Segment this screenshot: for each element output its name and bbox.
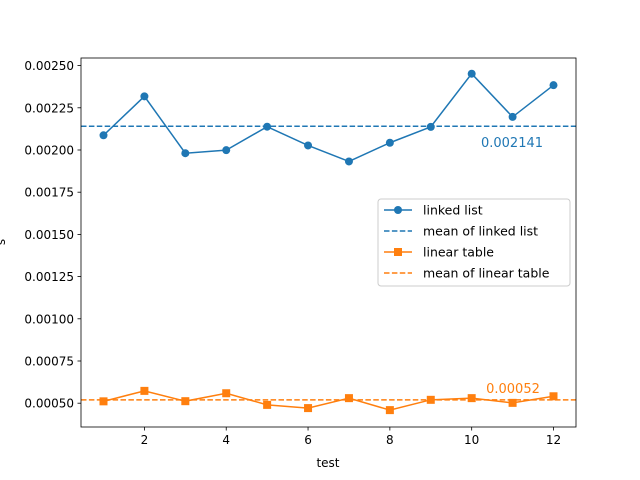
- y-tick-label: 0.00125: [24, 270, 74, 284]
- legend-label: linear table: [423, 245, 494, 260]
- legend-label: mean of linear table: [423, 266, 550, 281]
- plot-area: 0.002141 0.00052: [81, 69, 576, 415]
- data-point: [385, 138, 394, 147]
- data-point: [99, 397, 108, 406]
- data-point: [140, 386, 149, 395]
- x-tick-label: 6: [304, 433, 312, 447]
- data-point: [344, 157, 353, 166]
- legend: linked list mean of linked list linear tab…: [377, 198, 571, 287]
- data-point: [508, 398, 517, 407]
- data-point: [426, 395, 435, 404]
- axes: 2 4 6 8 10 12 0.00050 0.00075 0.00100 0.00125 0.00…: [24, 57, 577, 447]
- series-line-1: [102, 72, 554, 163]
- x-tick-label: 4: [222, 433, 230, 447]
- legend-label: mean of linked list: [423, 224, 538, 239]
- mean-annotation-1: 0.002141: [481, 136, 543, 151]
- y-tick-label: 0.00175: [24, 186, 74, 200]
- data-point: [222, 389, 231, 398]
- legend-marker: [394, 248, 402, 256]
- data-point: [304, 141, 313, 150]
- data-point: [140, 92, 149, 101]
- data-point: [467, 394, 476, 403]
- data-point: [263, 122, 272, 131]
- x-tick-label: 2: [141, 433, 149, 447]
- y-tick-label: 0.00250: [24, 59, 74, 73]
- data-point: [344, 394, 353, 403]
- x-axis-label: test: [316, 456, 339, 470]
- axes-frame: [80, 57, 577, 428]
- y-axis-label: s: [0, 239, 8, 245]
- y-tick-label: 0.00200: [24, 143, 74, 157]
- data-point: [263, 400, 272, 409]
- x-tick-label: 10: [464, 433, 479, 447]
- mean-annotation-2: 0.00052: [486, 382, 540, 397]
- data-point: [549, 392, 558, 401]
- x-tick-label: 12: [546, 433, 561, 447]
- data-point: [508, 112, 517, 121]
- data-point: [426, 122, 435, 131]
- legend-marker: [394, 206, 402, 214]
- y-tick-label: 0.00225: [24, 101, 74, 115]
- data-point: [99, 131, 108, 140]
- series-line-2: [103, 390, 554, 411]
- data-point: [181, 397, 190, 406]
- legend-label: linked list: [423, 203, 483, 218]
- data-point: [222, 146, 231, 155]
- data-point: [304, 404, 313, 413]
- legend-box: [377, 198, 571, 287]
- y-tick-label: 0.00150: [24, 228, 74, 242]
- data-point: [549, 81, 558, 90]
- y-tick-label: 0.00075: [24, 354, 74, 368]
- y-tick-label: 0.00100: [24, 312, 74, 326]
- data-point: [385, 406, 394, 415]
- data-point: [467, 69, 476, 78]
- data-point: [181, 149, 190, 158]
- x-tick-label: 8: [386, 433, 394, 447]
- y-tick-label: 0.00050: [24, 397, 74, 411]
